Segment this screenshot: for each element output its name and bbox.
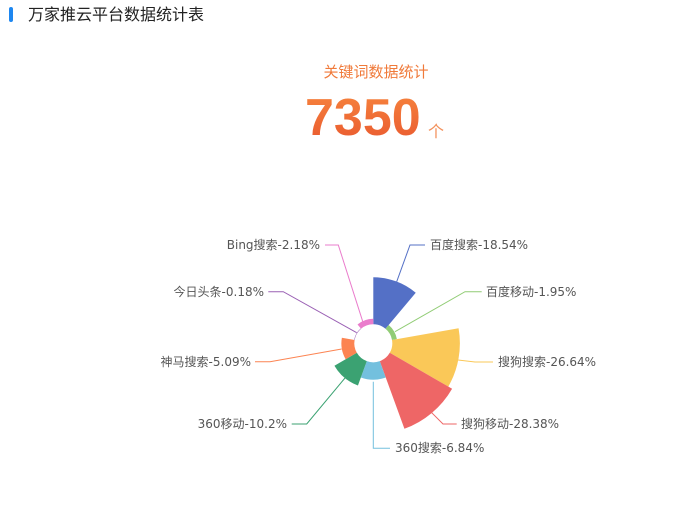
data-label-1: 百度移动-1.95% bbox=[486, 284, 576, 299]
label-line-6 bbox=[255, 348, 342, 363]
summary-label: 关键词数据统计 bbox=[323, 63, 429, 81]
rose-sector-6[interactable] bbox=[341, 337, 357, 360]
label-line-7 bbox=[268, 291, 357, 334]
data-label-4: 360搜索-6.84% bbox=[395, 440, 484, 455]
data-label-3: 搜狗移动-28.38% bbox=[461, 416, 559, 431]
rose-sector-2[interactable] bbox=[389, 328, 460, 387]
summary-unit: 个 bbox=[428, 122, 445, 141]
label-line-0 bbox=[396, 244, 425, 282]
header-accent-bar bbox=[9, 7, 13, 22]
rose-sector-8[interactable] bbox=[357, 318, 374, 329]
page-title: 万家推云平台数据统计表 bbox=[28, 5, 205, 24]
summary-value: 7350 bbox=[305, 89, 421, 147]
label-line-3 bbox=[431, 412, 457, 425]
label-line-1 bbox=[394, 291, 482, 333]
rose-sector-0[interactable] bbox=[373, 277, 416, 329]
data-label-2: 搜狗搜索-26.64% bbox=[498, 354, 596, 369]
rose-sector-5[interactable] bbox=[334, 352, 367, 386]
label-line-8 bbox=[325, 244, 364, 324]
rose-sector-4[interactable] bbox=[360, 361, 386, 380]
data-label-5: 360移动-10.2% bbox=[198, 417, 287, 431]
label-line-2 bbox=[457, 359, 493, 363]
data-label-0: 百度搜索-18.54% bbox=[430, 237, 528, 252]
rose-sector-1[interactable] bbox=[385, 324, 397, 341]
data-label-8: Bing搜索-2.18% bbox=[227, 237, 320, 252]
label-line-4 bbox=[372, 381, 390, 449]
label-line-5 bbox=[291, 377, 346, 425]
rose-sector-3[interactable] bbox=[379, 352, 453, 429]
data-label-7: 今日头条-0.18% bbox=[174, 284, 264, 299]
rose-sector-7[interactable] bbox=[354, 328, 362, 341]
data-label-6: 神马搜索-5.09% bbox=[161, 354, 251, 369]
